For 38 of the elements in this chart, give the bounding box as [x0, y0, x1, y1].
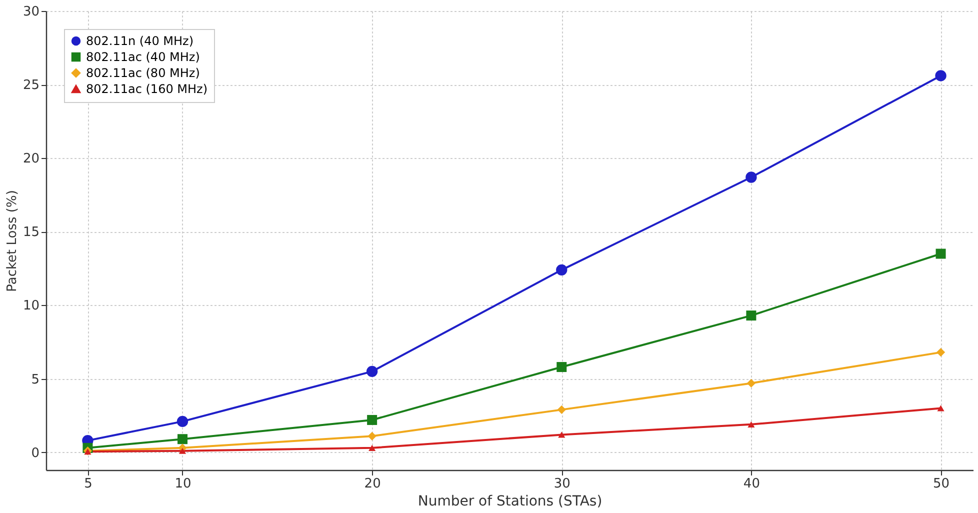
point: [176, 416, 188, 428]
legend-label: 802.11ac (80 MHz): [86, 66, 200, 80]
point: [368, 444, 376, 451]
point: [367, 414, 378, 425]
legend-label: 802.11ac (160 MHz): [86, 82, 208, 96]
y-tick-label: 20: [22, 152, 40, 167]
point: [936, 348, 946, 357]
y-tick-label: 30: [22, 4, 40, 20]
x-tick-label: 40: [743, 476, 760, 492]
x-tick-label: 20: [364, 476, 381, 492]
point: [178, 448, 186, 454]
legend-label: 802.11ac (40 MHz): [86, 50, 200, 64]
point: [746, 378, 756, 388]
point: [556, 264, 568, 276]
legend-label: 802.11n (40 MHz): [86, 34, 194, 48]
y-tick-label: 5: [31, 372, 40, 388]
point: [746, 310, 756, 321]
x-tick-label: 30: [554, 476, 570, 492]
x-tick-label: 50: [933, 476, 950, 492]
point: [558, 432, 566, 438]
point: [936, 248, 946, 259]
y-tick-label: 25: [22, 78, 40, 94]
y-tick-label: 0: [31, 446, 40, 461]
point: [366, 366, 378, 378]
point: [556, 362, 567, 372]
point: [746, 172, 757, 183]
point: [557, 405, 566, 414]
x-tick-label: 10: [174, 476, 192, 492]
y-tick-label: 10: [22, 298, 40, 314]
x-tick-label: 5: [84, 476, 92, 492]
point: [748, 421, 755, 428]
point: [935, 70, 946, 82]
point: [177, 434, 188, 444]
point: [368, 432, 376, 440]
y-tick-label: 15: [22, 225, 40, 240]
x-axis-title: Number of Stations (STAs): [418, 494, 602, 510]
y-axis-title: Packet Loss (%): [4, 190, 20, 292]
point: [937, 405, 944, 412]
